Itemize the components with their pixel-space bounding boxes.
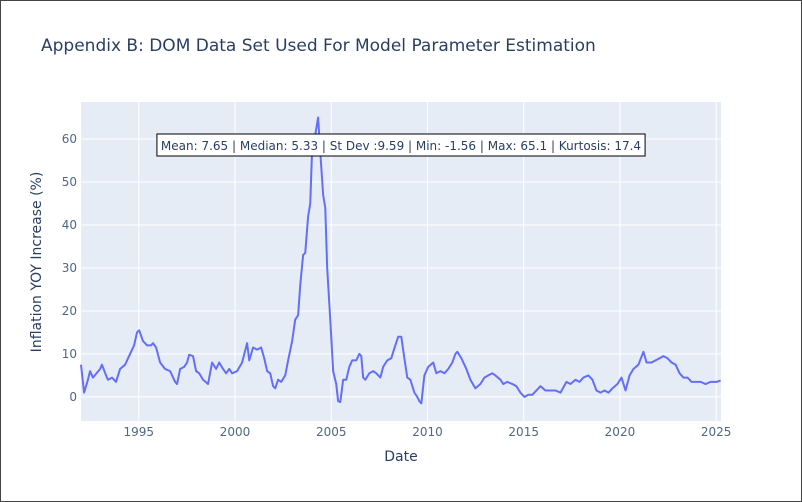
y-tick-label: 0	[69, 390, 77, 404]
annotation-box	[156, 133, 646, 157]
x-tick-label: 1995	[123, 425, 154, 439]
x-tick-label: 2005	[316, 425, 347, 439]
data-line	[80, 116, 721, 405]
x-tick-label: 2010	[412, 425, 443, 439]
y-tick-label: 50	[62, 175, 77, 189]
y-axis-title: Inflation YOY Increase (%)	[29, 172, 45, 353]
y-tick-label: 30	[62, 261, 77, 275]
x-tick-label: 2015	[508, 425, 539, 439]
annotation-text: Mean: 7.65 | Median: 5.33 | St Dev :9.59…	[161, 139, 641, 153]
x-axis-title: Date	[384, 449, 417, 465]
x-tick-label: 2020	[605, 425, 636, 439]
chart-title: Appendix B: DOM Data Set Used For Model …	[41, 36, 596, 56]
x-tick-label: 2025	[701, 425, 732, 439]
y-tick-label: 10	[62, 347, 77, 361]
y-tick-label: 40	[62, 218, 77, 232]
y-tick-label: 60	[62, 132, 77, 146]
y-tick-label: 20	[62, 304, 77, 318]
x-tick-label: 2000	[220, 425, 251, 439]
annotation: Mean: 7.65 | Median: 5.33 | St Dev :9.59…	[156, 133, 646, 157]
